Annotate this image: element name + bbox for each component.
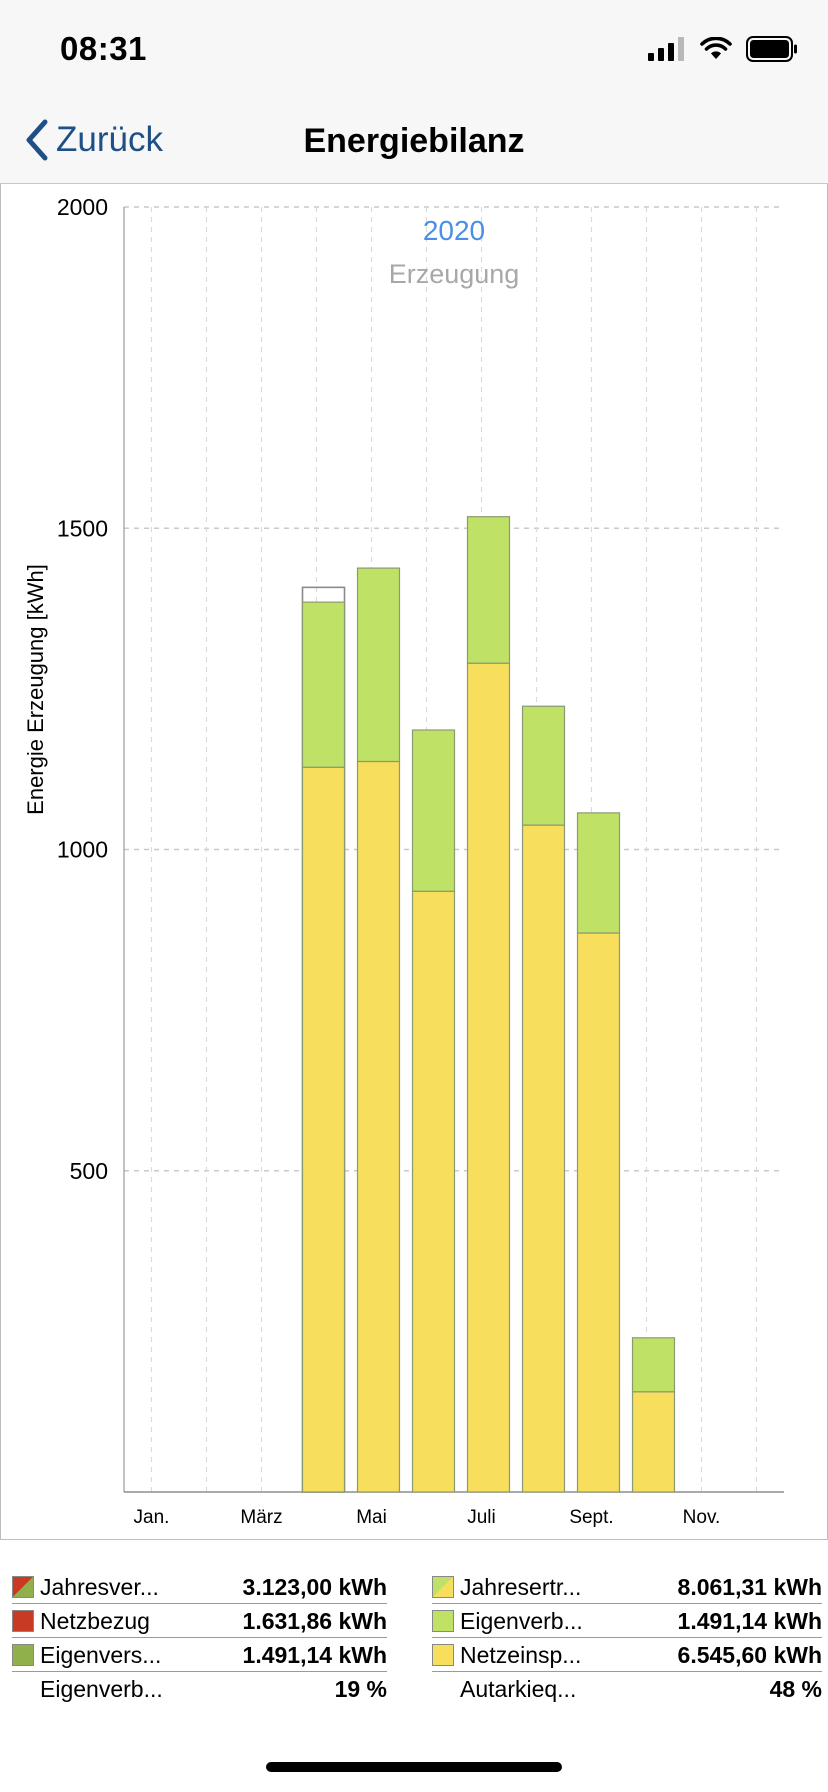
chart-panel: 500 1000 1500 2000 Jan. März Mai Juli Sept. Nov. 2… (0, 184, 828, 1540)
x-tick-label: Mai (356, 1507, 387, 1528)
y-tick-label: 500 (70, 1158, 108, 1184)
legend-value: 8.061,31 kWh (677, 1574, 822, 1600)
legend-label: Jahresertr... (460, 1574, 582, 1600)
legend-swatch (12, 1644, 34, 1666)
legend-label: Eigenverb... (460, 1608, 583, 1634)
chart-subtitle: Erzeugung (389, 259, 520, 289)
legend-row: Eigenverb... 19 % (12, 1672, 387, 1706)
legend-value: 3.123,00 kWh (242, 1574, 387, 1600)
status-time: 08:31 (60, 30, 147, 67)
legend-swatch (12, 1576, 34, 1598)
legend-row: Netzbezug 1.631,86 kWh (12, 1604, 387, 1638)
home-indicator (266, 1762, 562, 1772)
legend-row: Eigenverb... 1.491,14 kWh (432, 1604, 822, 1638)
legend-value: 1.491,14 kWh (677, 1608, 822, 1634)
legend-swatch (432, 1610, 454, 1632)
y-tick-label: 1000 (57, 837, 108, 863)
x-tick-label: Nov. (683, 1507, 721, 1528)
legend-row: Jahresertr... 8.061,31 kWh (432, 1570, 822, 1604)
y-tick-label: 2000 (57, 194, 108, 220)
legend-value: 1.491,14 kWh (242, 1642, 387, 1668)
legend-label: Netzeinsp... (460, 1642, 582, 1668)
x-tick-label: März (240, 1507, 282, 1528)
bar-netzeinspeisung (356, 760, 401, 1493)
battery-icon (746, 36, 797, 62)
bar-eigenverbrauch (521, 705, 566, 826)
x-tick-label: Jan. (134, 1507, 170, 1528)
bar-eigenverbrauch (466, 516, 511, 664)
legend-row: Jahresver... 3.123,00 kWh (12, 1570, 387, 1604)
legend-value: 48 % (769, 1676, 822, 1702)
legend-label: Eigenvers... (40, 1642, 162, 1668)
legend-value: 1.631,86 kWh (242, 1608, 387, 1634)
cellular-signal-icon (648, 37, 684, 61)
legend-row: Autarkieq... 48 % (432, 1672, 822, 1706)
bar-eigenverbrauch (301, 601, 346, 768)
chevron-left-icon (26, 119, 48, 161)
status-bar: 08:31 (0, 0, 828, 100)
bar-netzeinspeisung (631, 1391, 676, 1493)
legend-swatch (432, 1576, 454, 1598)
wifi-icon (700, 37, 732, 59)
legend-value: 6.545,60 kWh (677, 1642, 822, 1668)
legend-label: Eigenverb... (40, 1676, 163, 1702)
legend-swatch (432, 1644, 454, 1666)
x-tick-label: Juli (467, 1507, 496, 1528)
back-button[interactable]: Zurück (24, 118, 163, 162)
legend-label: Netzbezug (40, 1608, 150, 1634)
y-axis-label: Energie Erzeugung [kWh] (23, 564, 48, 815)
status-icons (648, 36, 798, 62)
x-tick-label: Sept. (569, 1507, 613, 1528)
bar-eigenverbrauch (576, 812, 621, 934)
legend-right-column: Jahresertr... 8.061,31 kWh Eigenverb... 1.4… (432, 1570, 822, 1706)
bar-netzeinspeisung (411, 890, 456, 1493)
bar-netzeinspeisung (466, 662, 511, 1493)
bar-eigenverbrauch (356, 567, 401, 763)
bar-netzeinspeisung (576, 932, 621, 1493)
navigation-bar: Zurück Energiebilanz (0, 100, 828, 184)
bar-eigenverbrauch (411, 729, 456, 892)
bar-netzeinspeisung (521, 824, 566, 1493)
page-title: Energiebilanz (303, 122, 525, 160)
legend-row: Eigenvers... 1.491,14 kWh (12, 1638, 387, 1672)
y-tick-label: 1500 (57, 515, 108, 541)
back-label: Zurück (56, 120, 163, 159)
legend-swatch (12, 1610, 34, 1632)
legend-value: 19 % (334, 1676, 387, 1702)
chart-title: 2020 (423, 215, 485, 246)
legend-row: Netzeinsp... 6.545,60 kWh (432, 1638, 822, 1672)
legend-label: Autarkieq... (460, 1676, 577, 1702)
bar-eigenverbrauch (631, 1337, 676, 1393)
bar-netzeinspeisung (301, 766, 346, 1493)
energy-chart: 500 1000 1500 2000 Jan. März Mai Juli Sept. Nov. 2… (23, 194, 784, 1528)
legend-left-column: Jahresver... 3.123,00 kWh Netzbezug 1.631,8… (12, 1570, 387, 1706)
legend-label: Jahresver... (40, 1574, 159, 1600)
